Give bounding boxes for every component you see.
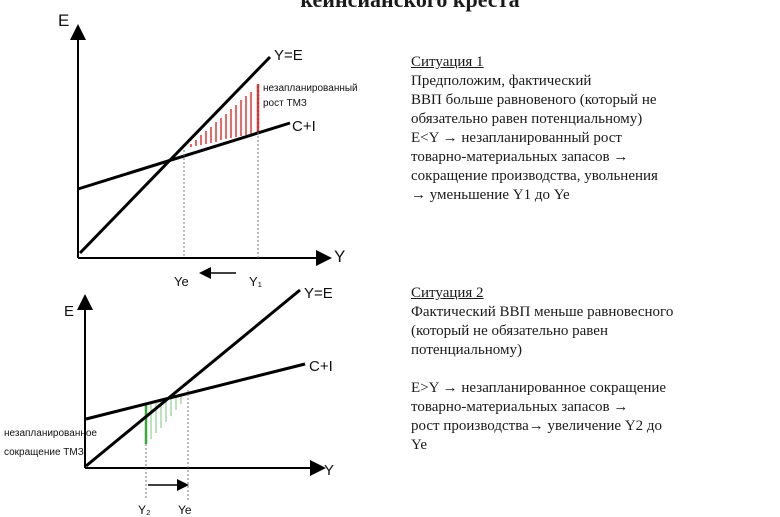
unplanned-growth-note-line2: рост ТМЗ <box>263 98 307 109</box>
situation-1-line: товарно-материальных запасов → <box>411 149 629 165</box>
situation-1-line: → уменьшение Y1 до Ye <box>411 187 570 203</box>
situation-1-line: сокращение производства, увольнения <box>411 168 658 184</box>
axis-e-label-1: E <box>58 11 69 30</box>
situation-2-block: Ситуация 2 Фактический ВВП меньше равнов… <box>411 284 776 455</box>
unplanned-inventory-decrease-hatch <box>150 394 182 439</box>
spacer <box>411 360 776 379</box>
situation-2-line: (который не обязательно равен <box>411 323 608 339</box>
situation-1-heading: Ситуация 1 <box>411 54 484 70</box>
situation-1-block: Ситуация 1 Предположим, фактический ВВП … <box>411 53 776 205</box>
situation-2-line: E>Y → незапланированное сокращение <box>411 380 667 396</box>
axis-y-label-2: Y <box>324 462 334 479</box>
situation-2-line: Фактический ВВП меньше равновесного <box>411 304 674 320</box>
axis-e-label-2: E <box>64 303 74 320</box>
unplanned-reduction-note-line1: незапланированное <box>4 428 97 439</box>
situation-2-line: потенциальному) <box>411 342 522 358</box>
line-y-equals-e-1 <box>78 55 272 255</box>
line-y-equals-e-label-2: Y=E <box>304 285 333 302</box>
tick-y1-label: Y₁ <box>249 274 263 289</box>
diagram-2: E Y Y=E C+I Y₂ Ye незапланированное сокр… <box>4 285 334 517</box>
axis-y-label-1: Y <box>334 247 345 266</box>
situation-2-heading: Ситуация 2 <box>411 285 484 301</box>
situation-1-line: обязательно равен потенциальному) <box>411 111 643 127</box>
situation-2-line: рост производства→ увеличение Y2 до <box>411 418 663 434</box>
figure-title: кейнсианского креста <box>200 0 620 13</box>
situation-1-line: Предположим, фактический <box>411 73 592 89</box>
unplanned-growth-note-line1: незапланированный <box>263 83 358 94</box>
tick-ye-label-1: Ye <box>174 274 189 289</box>
situation-2-line: Ye <box>411 437 427 453</box>
line-y-equals-e-label-1: Y=E <box>274 47 303 64</box>
tick-y2-label: Y₂ <box>138 503 151 517</box>
unplanned-inventory-increase-hatch <box>190 92 252 147</box>
tick-ye-label-2: Ye <box>178 503 192 517</box>
situation-1-line: E<Y → незапланированный рост <box>411 130 622 146</box>
unplanned-reduction-note-line2: сокращение ТМЗ <box>4 447 84 458</box>
situation-1-line: ВВП больше равновеного (который не <box>411 92 657 108</box>
situation-2-line: товарно-материальных запасов → <box>411 399 629 415</box>
diagram-1: E Y Y=E C+I Ye Y₁ незапланированный <box>58 11 358 289</box>
line-c-plus-i-2 <box>85 362 306 421</box>
line-c-plus-i-label-1: C+I <box>292 118 316 135</box>
line-y-equals-e-2 <box>85 288 301 468</box>
line-c-plus-i-label-2: C+I <box>309 358 333 375</box>
